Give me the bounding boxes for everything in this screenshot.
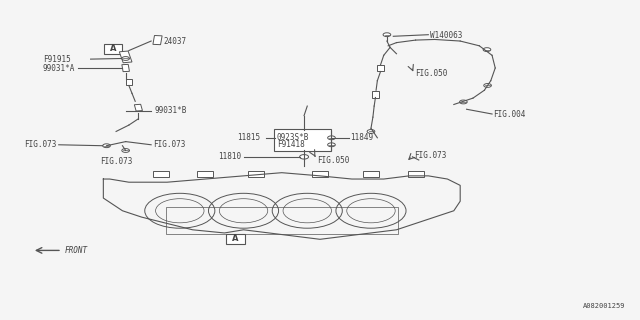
Text: 11849: 11849 bbox=[351, 133, 374, 142]
Text: 99031*B: 99031*B bbox=[154, 106, 187, 115]
Bar bbox=[408, 171, 424, 178]
Circle shape bbox=[122, 57, 129, 60]
Bar bbox=[372, 91, 380, 98]
Circle shape bbox=[328, 136, 335, 140]
Circle shape bbox=[484, 84, 492, 87]
Circle shape bbox=[460, 100, 467, 104]
Text: FIG.073: FIG.073 bbox=[414, 151, 447, 160]
Bar bbox=[153, 171, 169, 178]
Circle shape bbox=[483, 48, 491, 52]
Text: F91915: F91915 bbox=[43, 55, 70, 64]
Circle shape bbox=[102, 144, 110, 148]
Bar bbox=[125, 79, 132, 85]
Text: FIG.050: FIG.050 bbox=[317, 156, 349, 164]
Circle shape bbox=[383, 33, 391, 36]
Text: 99031*A: 99031*A bbox=[43, 63, 75, 73]
Bar bbox=[122, 64, 129, 72]
Circle shape bbox=[367, 130, 375, 133]
Circle shape bbox=[328, 143, 335, 147]
Bar bbox=[134, 104, 143, 111]
Bar bbox=[248, 171, 264, 178]
Text: 11815: 11815 bbox=[237, 133, 260, 142]
Text: FIG.073: FIG.073 bbox=[24, 140, 56, 149]
Bar bbox=[153, 36, 162, 45]
Text: FRONT: FRONT bbox=[65, 246, 88, 255]
FancyBboxPatch shape bbox=[274, 129, 331, 151]
Circle shape bbox=[300, 155, 308, 159]
Bar bbox=[312, 171, 328, 178]
Circle shape bbox=[122, 148, 129, 152]
FancyBboxPatch shape bbox=[104, 44, 122, 54]
Text: A082001259: A082001259 bbox=[584, 303, 626, 309]
Text: W140063: W140063 bbox=[429, 31, 462, 40]
Text: FIG.004: FIG.004 bbox=[493, 110, 525, 119]
Bar bbox=[119, 51, 132, 63]
Bar bbox=[197, 171, 213, 178]
Text: FIG.050: FIG.050 bbox=[415, 69, 448, 78]
Text: 0923S*B: 0923S*B bbox=[276, 133, 309, 142]
Text: 11810: 11810 bbox=[218, 152, 241, 161]
Bar bbox=[363, 171, 379, 178]
FancyBboxPatch shape bbox=[227, 234, 245, 244]
Text: A: A bbox=[232, 234, 239, 243]
Text: FIG.073: FIG.073 bbox=[100, 157, 132, 166]
Text: FIG.073: FIG.073 bbox=[153, 140, 186, 149]
Text: A: A bbox=[109, 44, 116, 53]
Bar bbox=[377, 65, 385, 71]
Text: 24037: 24037 bbox=[164, 36, 187, 45]
Text: F91418: F91418 bbox=[276, 140, 305, 149]
